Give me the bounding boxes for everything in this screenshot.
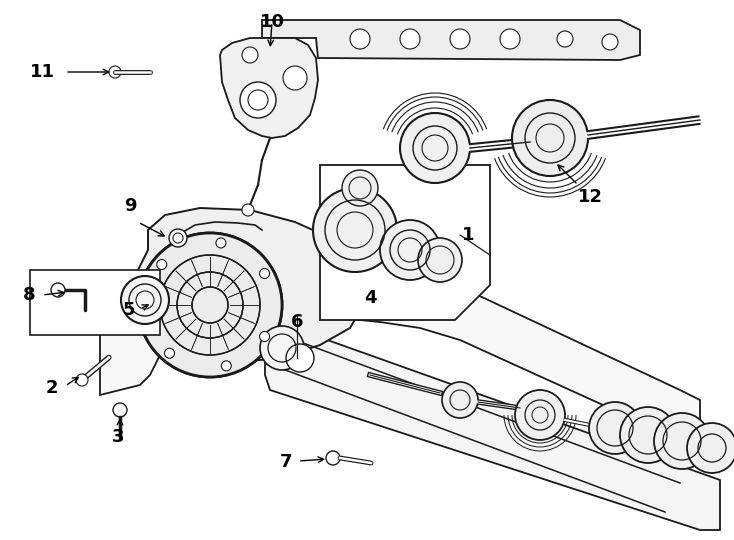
- Text: 5: 5: [123, 301, 135, 319]
- Polygon shape: [138, 208, 368, 362]
- Polygon shape: [320, 165, 490, 320]
- Circle shape: [260, 326, 304, 370]
- Circle shape: [313, 188, 397, 272]
- Circle shape: [687, 423, 734, 473]
- Text: 2: 2: [46, 379, 58, 397]
- Circle shape: [169, 229, 187, 247]
- Circle shape: [142, 306, 152, 315]
- Circle shape: [557, 31, 573, 47]
- Circle shape: [400, 29, 420, 49]
- Circle shape: [620, 407, 676, 463]
- Text: 3: 3: [112, 428, 124, 446]
- Circle shape: [283, 66, 307, 90]
- Circle shape: [450, 29, 470, 49]
- Polygon shape: [265, 332, 720, 530]
- Circle shape: [109, 66, 121, 78]
- Text: 6: 6: [291, 313, 303, 331]
- Circle shape: [515, 390, 565, 440]
- Circle shape: [442, 382, 478, 418]
- Text: 10: 10: [260, 13, 285, 31]
- Circle shape: [121, 276, 169, 324]
- Circle shape: [76, 374, 88, 386]
- Polygon shape: [220, 38, 318, 138]
- Circle shape: [138, 233, 282, 377]
- Circle shape: [380, 220, 440, 280]
- Circle shape: [350, 29, 370, 49]
- Circle shape: [326, 451, 340, 465]
- Circle shape: [157, 260, 167, 269]
- Polygon shape: [262, 20, 640, 60]
- Text: 1: 1: [462, 226, 474, 244]
- Text: 7: 7: [280, 453, 292, 471]
- Circle shape: [654, 413, 710, 469]
- Circle shape: [222, 361, 231, 371]
- Circle shape: [260, 332, 269, 341]
- Circle shape: [240, 82, 276, 118]
- Circle shape: [512, 100, 588, 176]
- Circle shape: [242, 204, 254, 216]
- Text: 11: 11: [30, 63, 55, 81]
- Polygon shape: [100, 242, 700, 440]
- Circle shape: [418, 238, 462, 282]
- Circle shape: [260, 268, 269, 279]
- Text: 8: 8: [22, 286, 35, 304]
- Text: 4: 4: [364, 289, 377, 307]
- Circle shape: [500, 29, 520, 49]
- Circle shape: [400, 113, 470, 183]
- Circle shape: [164, 348, 175, 358]
- Circle shape: [51, 283, 65, 297]
- Circle shape: [113, 403, 127, 417]
- Circle shape: [602, 34, 618, 50]
- Text: 12: 12: [578, 188, 603, 206]
- Circle shape: [242, 47, 258, 63]
- Circle shape: [216, 238, 226, 248]
- Circle shape: [138, 233, 282, 377]
- Text: 9: 9: [124, 197, 137, 215]
- Circle shape: [286, 344, 314, 372]
- Bar: [30, 270, 160, 335]
- Circle shape: [589, 402, 641, 454]
- Circle shape: [342, 170, 378, 206]
